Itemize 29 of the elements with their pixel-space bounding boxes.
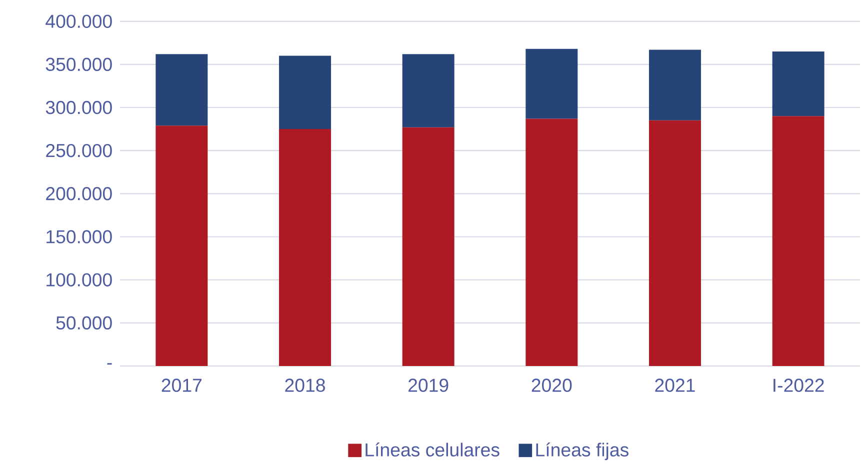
y-tick-label: 300.000	[46, 100, 112, 114]
bar	[402, 127, 454, 366]
y-tick-label: -	[107, 363, 112, 365]
bar	[279, 56, 332, 130]
y-tick-label: 150.000	[46, 230, 112, 244]
y-tick-label: 50.000	[56, 316, 112, 330]
x-tick-label: I-2022	[774, 378, 824, 392]
bar	[526, 118, 578, 366]
bar	[526, 48, 578, 119]
bar	[648, 120, 701, 366]
bar	[279, 129, 332, 366]
y-tick-label: 100.000	[46, 273, 112, 286]
legend-label: Líneas celulares	[366, 442, 500, 456]
bar	[772, 51, 824, 116]
y-tick-label: 400.000	[46, 14, 112, 28]
bar	[156, 126, 208, 366]
y-tick-label: 350.000	[46, 58, 112, 72]
legend-label: Líneas fijas	[536, 442, 628, 460]
bar	[156, 54, 208, 126]
x-tick-label: 2021	[655, 378, 695, 392]
y-tick-label: 200.000	[46, 187, 112, 200]
x-tick-label: 2020	[532, 378, 572, 392]
x-tick-label: 2017	[162, 378, 202, 392]
x-tick-label: 2018	[285, 378, 325, 392]
x-tick-label: 2019	[408, 378, 448, 392]
y-tick-label: 250.000	[46, 144, 112, 158]
bar	[402, 54, 454, 128]
bar	[648, 50, 701, 120]
bar	[772, 116, 824, 366]
